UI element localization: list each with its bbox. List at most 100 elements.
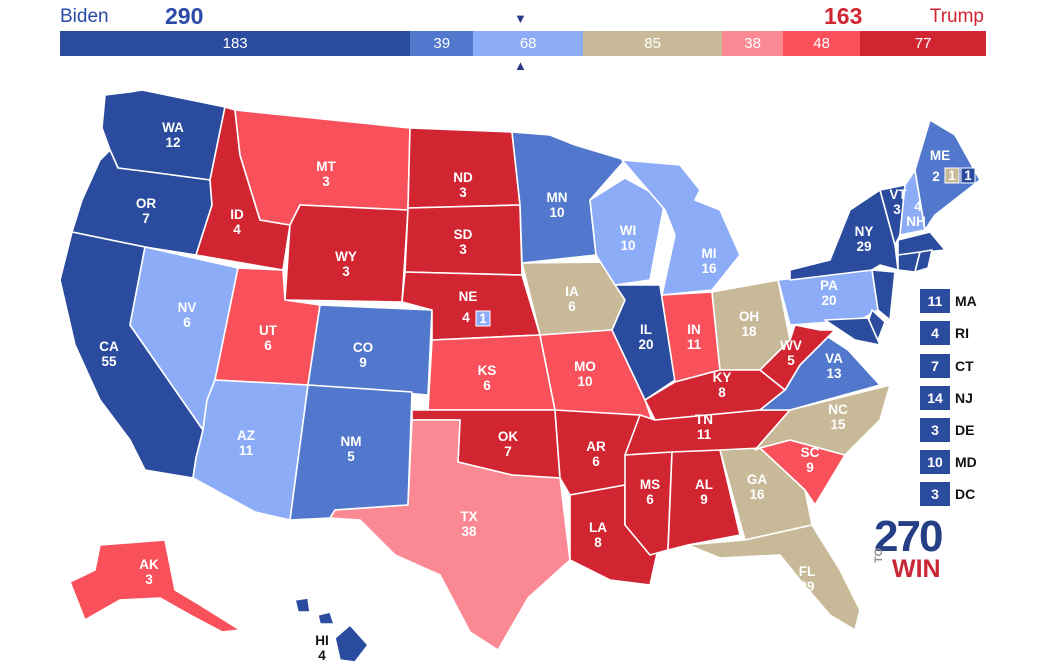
label-oh: OH 18: [739, 309, 759, 339]
label-ga: GA 16: [747, 472, 768, 502]
state-hi-maui[interactable]: [317, 611, 335, 625]
label-ca: CA 55: [99, 339, 119, 369]
label-ks: KS 6: [478, 363, 497, 393]
me-district-2-badge[interactable]: [944, 167, 960, 184]
state-ny[interactable]: [789, 189, 899, 281]
state-fl[interactable]: [687, 524, 861, 631]
270towin-logo[interactable]: 270 TO WIN: [870, 515, 950, 585]
legend-ma-ev: 11: [920, 289, 950, 313]
state-wa[interactable]: [101, 89, 226, 181]
legend-dc-ev: 3: [920, 482, 950, 506]
label-ia: IA 6: [565, 284, 579, 314]
state-co[interactable]: [307, 304, 433, 396]
legend-ma-abbr: MA: [955, 293, 977, 309]
label-ok: OK 7: [498, 429, 519, 459]
label-mn: MN 10: [547, 190, 568, 220]
270-marker-down-icon: ▼: [514, 11, 527, 26]
label-tx: TX 38: [460, 509, 477, 539]
label-il: IL 20: [638, 322, 653, 352]
state-wy[interactable]: [284, 204, 409, 303]
state-al[interactable]: [667, 449, 741, 551]
label-ms: MS 6: [640, 477, 660, 507]
label-wy: WY 3: [335, 249, 357, 279]
label-mt: MT 3: [316, 159, 336, 189]
state-ms[interactable]: [624, 451, 673, 556]
state-md[interactable]: [824, 317, 881, 346]
electoral-vote-bar: 183 39 68 85 38 48 77: [60, 31, 986, 56]
legend-md-abbr: MD: [955, 454, 977, 470]
biden-label: Biden: [60, 6, 109, 27]
state-ak[interactable]: [69, 539, 241, 633]
state-mi[interactable]: [621, 159, 741, 296]
label-mo: MO 10: [574, 359, 596, 389]
label-nv: NV 6: [178, 300, 197, 330]
state-wi[interactable]: [589, 177, 666, 286]
label-wv: WV 5: [780, 338, 802, 368]
label-me: ME 2: [930, 148, 950, 184]
state-labels: WA 12 OR 7 CA 55 ID 4 NV 6 MT 3 WY 3 UT 6 AZ 11 C…: [99, 120, 950, 663]
label-ne: NE 4: [459, 289, 478, 325]
state-ri[interactable]: [914, 249, 933, 273]
label-nc: NC 15: [828, 402, 848, 432]
bar-likely-dem[interactable]: 39: [410, 31, 474, 56]
state-ma[interactable]: [897, 231, 946, 256]
bar-safe-rep[interactable]: 77: [860, 31, 986, 56]
label-pa: PA 20: [820, 278, 838, 308]
label-nd: ND 3: [453, 170, 473, 200]
me-district-1-badge[interactable]: [960, 167, 976, 184]
label-wa: WA 12: [162, 120, 184, 150]
state-hi-oahu[interactable]: [294, 597, 311, 613]
label-or: OR 7: [136, 196, 157, 226]
label-sd: SD 3: [454, 227, 473, 257]
legend-de-ev: 3: [920, 418, 950, 442]
label-al: AL 9: [695, 477, 713, 507]
trump-label: Trump: [929, 6, 984, 27]
label-id: ID 4: [230, 207, 244, 237]
label-ar: AR 6: [586, 439, 606, 469]
ne-district-badge[interactable]: [475, 310, 491, 327]
bar-likely-rep[interactable]: 48: [783, 31, 861, 56]
label-wi: WI 10: [620, 223, 637, 253]
legend-de-abbr: DE: [955, 422, 975, 438]
label-vt: VT 3: [889, 187, 907, 217]
label-fl: FL 29: [799, 564, 816, 594]
me-district-1-value: 1: [964, 168, 972, 183]
legend-ct-ev: 7: [920, 354, 950, 378]
bar-lean-dem[interactable]: 68: [473, 31, 584, 56]
legend-dc-abbr: DC: [955, 486, 976, 502]
biden-total: 290: [165, 3, 204, 29]
bar-safe-dem[interactable]: 183: [60, 31, 411, 56]
legend-ri-ev: 4: [920, 321, 950, 345]
label-va: VA 13: [825, 351, 843, 381]
bar-tossup[interactable]: 85: [583, 31, 723, 56]
label-co: CO 9: [353, 340, 373, 370]
legend-ri-abbr: RI: [955, 325, 969, 341]
bar-lean-rep[interactable]: 38: [722, 31, 784, 56]
label-ut: UT 6: [259, 323, 278, 353]
legend-nj-ev: 14: [920, 386, 950, 410]
legend-ct-abbr: CT: [955, 358, 974, 374]
label-in: IN 11: [687, 322, 702, 352]
270-marker-up-icon: ▲: [514, 58, 527, 73]
state-tx[interactable]: [329, 419, 571, 651]
logo-to: TO: [873, 547, 885, 563]
state-hi[interactable]: [334, 624, 369, 663]
label-ak: AK 3: [139, 557, 159, 587]
trump-total: 163: [824, 3, 863, 29]
logo-win: WIN: [892, 555, 941, 583]
us-map: 1 1 1 WA 12 OR 7 CA 55 ID 4 NV 6 MT 3 WY 3 UT 6 …: [59, 89, 981, 663]
label-tn: TN 11: [695, 412, 713, 442]
label-la: LA 8: [589, 520, 607, 550]
ne-district-value: 1: [479, 311, 487, 326]
label-nh: 4 NH: [906, 199, 926, 229]
label-mi: MI 16: [701, 246, 717, 276]
label-az: AZ 11: [237, 428, 255, 458]
state-nj[interactable]: [871, 269, 896, 321]
legend-md-ev: 10: [920, 450, 950, 474]
label-nm: NM 5: [341, 434, 362, 464]
label-sc: SC 9: [801, 445, 820, 475]
state-wv[interactable]: [759, 324, 836, 391]
legend-nj-abbr: NJ: [955, 390, 973, 406]
state-ga[interactable]: [719, 447, 813, 541]
label-ky: KY 8: [713, 370, 732, 400]
